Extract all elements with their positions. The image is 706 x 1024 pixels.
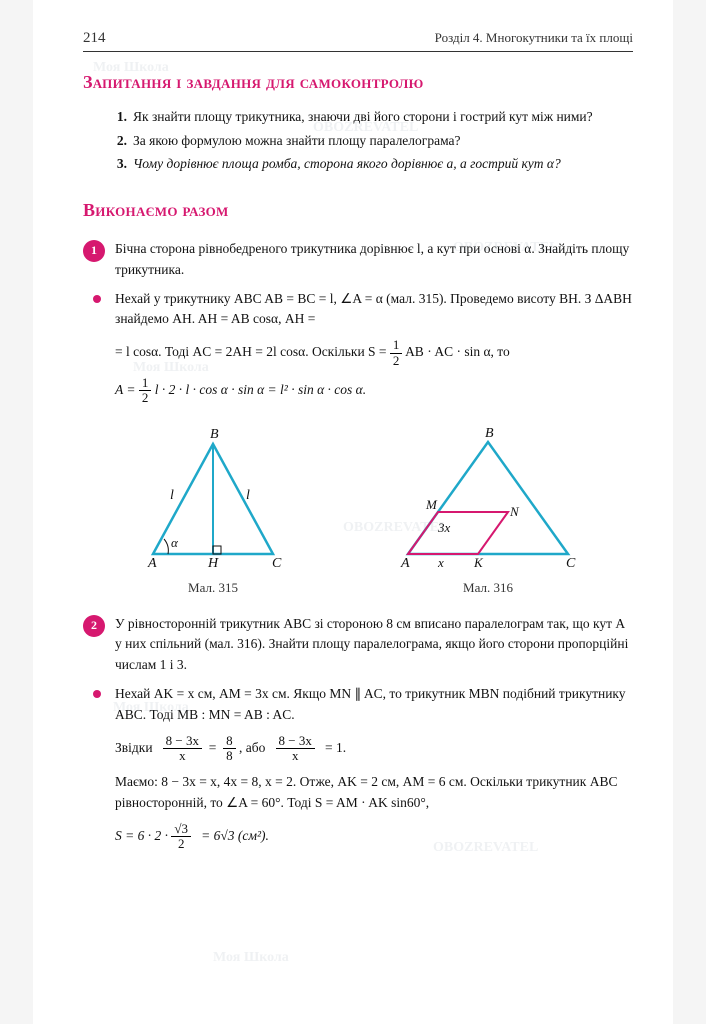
figure-315: A B C H l l α Мал. 315 bbox=[128, 424, 298, 596]
vertex-label: C bbox=[272, 556, 282, 571]
math-text: A = bbox=[115, 382, 136, 397]
figures-row: A B C H l l α Мал. 315 A B C M N K x 3x bbox=[83, 424, 633, 596]
vertex-label: M bbox=[425, 497, 438, 512]
side-label: 3x bbox=[437, 520, 451, 535]
fraction: 8 − 3x x bbox=[163, 734, 202, 764]
math-line: Звідки 8 − 3x x = 8 8 , або 8 − 3x x bbox=[115, 734, 633, 764]
vertex-label: B bbox=[485, 426, 494, 441]
question-number: 1. bbox=[107, 107, 127, 127]
bullet-icon bbox=[93, 690, 101, 698]
question-text: Як знайти площу трикутника, знаючи дві й… bbox=[133, 107, 633, 127]
page-number: 214 bbox=[83, 30, 106, 47]
solution-text: Маємо: 8 − 3x = x, 4x = 8, x = 2. Отже, … bbox=[115, 772, 633, 814]
math-text: S = 6 · 2 · bbox=[115, 828, 168, 843]
fraction: √3 2 bbox=[171, 822, 191, 852]
question-text: Чому дорівнює площа ромба, сторона якого… bbox=[133, 154, 633, 174]
fraction: 8 8 bbox=[223, 734, 236, 764]
question-item: 2. За якою формулою можна знайти площу п… bbox=[107, 131, 633, 151]
fraction: 1 2 bbox=[139, 376, 152, 406]
exercise-number-badge: 1 bbox=[83, 240, 105, 262]
question-text: За якою формулою можна знайти площу пара… bbox=[133, 131, 633, 151]
vertex-label: B bbox=[210, 427, 219, 442]
figure-caption: Мал. 316 bbox=[388, 580, 588, 596]
math-text: = 1. bbox=[325, 740, 346, 755]
math-text: Звідки bbox=[115, 740, 153, 755]
fraction: 8 − 3x x bbox=[276, 734, 315, 764]
watermark: Моя Школа bbox=[213, 950, 289, 966]
math-text: , або bbox=[239, 740, 265, 755]
math-text: AB · AC · sin α, то bbox=[405, 344, 510, 359]
math-text: l · 2 · l · cos α · sin α = l² · sin α ·… bbox=[155, 382, 366, 397]
figure-316: A B C M N K x 3x Мал. 316 bbox=[388, 424, 588, 596]
solution-text: Нехай у трикутнику ABC AB = BC = l, ∠A =… bbox=[115, 289, 633, 331]
solution-text: Нехай AK = x см, AM = 3x см. Якщо MN ∥ A… bbox=[115, 684, 633, 726]
exercise-1: 1 Бічна сторона рівнобедреного трикутник… bbox=[83, 239, 633, 406]
math-line: S = 6 · 2 · √3 2 = 6√3 (см²). bbox=[115, 822, 633, 852]
side-label: l bbox=[246, 488, 250, 503]
vertex-label: H bbox=[207, 556, 219, 571]
math-line: = l cosα. Тоді AC = 2AH = 2l cosα. Оскіл… bbox=[115, 338, 633, 368]
triangle-diagram-316: A B C M N K x 3x bbox=[388, 424, 588, 574]
section-title-together: Виконаємо разом bbox=[83, 200, 633, 221]
bullet-icon bbox=[93, 295, 101, 303]
side-label: l bbox=[170, 488, 174, 503]
vertex-label: N bbox=[509, 504, 520, 519]
page-header: 214 Розділ 4. Многокутники та їх площі bbox=[83, 30, 633, 52]
angle-label: α bbox=[171, 535, 179, 550]
exercise-problem: У рівносторонній трикутник ABC зі сторон… bbox=[115, 614, 633, 677]
figure-caption: Мал. 315 bbox=[128, 580, 298, 596]
vertex-label: K bbox=[473, 555, 484, 570]
vertex-label: A bbox=[400, 556, 410, 571]
chapter-title: Розділ 4. Многокутники та їх площі bbox=[435, 30, 633, 46]
question-number: 2. bbox=[107, 131, 127, 151]
question-item: 1. Як знайти площу трикутника, знаючи дв… bbox=[107, 107, 633, 127]
textbook-page: Моя Школа OBOZREVATEL OBOZREVATEL Моя Шк… bbox=[33, 0, 673, 1024]
exercise-problem: Бічна сторона рівнобедреного трикутника … bbox=[115, 239, 633, 281]
question-item: 3. Чому дорівнює площа ромба, сторона як… bbox=[107, 154, 633, 174]
section-title-questions: Запитання і завдання для самоконтролю bbox=[83, 72, 633, 93]
math-text: = l cosα. Тоді AC = 2AH = 2l cosα. Оскіл… bbox=[115, 344, 387, 359]
question-list: 1. Як знайти площу трикутника, знаючи дв… bbox=[107, 107, 633, 174]
exercise-number-badge: 2 bbox=[83, 615, 105, 637]
math-text: = 6√3 (см²). bbox=[201, 828, 269, 843]
triangle-diagram-315: A B C H l l α bbox=[128, 424, 298, 574]
vertex-label: C bbox=[566, 556, 576, 571]
question-number: 3. bbox=[107, 154, 127, 174]
side-label: x bbox=[437, 555, 444, 570]
fraction: 1 2 bbox=[390, 338, 403, 368]
math-line: A = 1 2 l · 2 · l · cos α · sin α = l² ·… bbox=[115, 376, 633, 406]
vertex-label: A bbox=[147, 556, 157, 571]
exercise-2: 2 У рівносторонній трикутник ABC зі стор… bbox=[83, 614, 633, 852]
